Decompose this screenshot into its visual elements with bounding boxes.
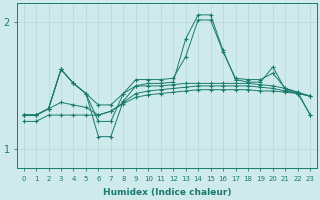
X-axis label: Humidex (Indice chaleur): Humidex (Indice chaleur) bbox=[103, 188, 231, 197]
